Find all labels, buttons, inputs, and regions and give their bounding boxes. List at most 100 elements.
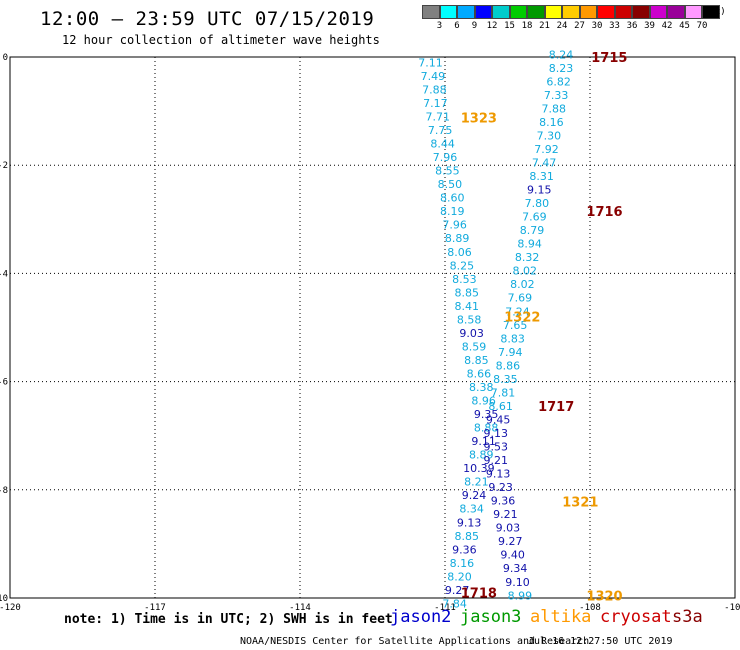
pass-time-label: 1323 bbox=[461, 112, 497, 127]
wave-height-point: 9.24 bbox=[462, 489, 487, 502]
x-tick-label: -114 bbox=[289, 603, 311, 613]
plot-frame bbox=[9, 56, 736, 599]
wave-height-point: 7.92 bbox=[534, 143, 559, 156]
x-tick-label: -117 bbox=[144, 603, 166, 613]
legend-unit: (ft) bbox=[704, 7, 726, 17]
wave-height-point: 8.86 bbox=[496, 359, 521, 372]
wave-height-point: 7.47 bbox=[532, 156, 557, 169]
legend-swatch bbox=[579, 5, 597, 19]
legend-swatch bbox=[632, 5, 650, 19]
wave-height-point: 8.59 bbox=[462, 340, 487, 353]
wave-height-point: 9.13 bbox=[486, 468, 511, 481]
x-tick-label: -108 bbox=[579, 603, 601, 613]
wave-height-point: 7.75 bbox=[428, 124, 453, 137]
wave-height-point: 8.61 bbox=[488, 400, 513, 413]
wave-height-point: 8.85 bbox=[455, 530, 480, 543]
y-tick-label: -10 bbox=[0, 594, 8, 604]
wave-height-point: 7.96 bbox=[442, 219, 467, 232]
wave-height-point: 8.96 bbox=[471, 395, 496, 408]
satellite-label-jason3: jason3 bbox=[460, 607, 522, 627]
legend-swatch bbox=[667, 5, 685, 19]
wave-height-point: 9.21 bbox=[493, 508, 518, 521]
wave-height-point: 8.31 bbox=[529, 170, 554, 183]
wave-height-point: 8.21 bbox=[464, 476, 489, 489]
wave-height-point: 8.89 bbox=[445, 232, 470, 245]
wave-height-point: 9.40 bbox=[500, 549, 525, 562]
wave-height-point: 8.83 bbox=[500, 332, 525, 345]
satellite-label-jason2: jason2 bbox=[390, 607, 452, 627]
satellite-label-cryosat: cryosat bbox=[600, 607, 672, 627]
wave-height-point: 8.24 bbox=[549, 48, 574, 61]
color-legend: 3 6 9 12 15 18 21 24 27 30 33 36 39 42 45 70 (ft) bbox=[422, 5, 726, 33]
legend-tick: 18 bbox=[521, 21, 533, 31]
wave-height-point: 7.49 bbox=[421, 70, 446, 83]
wave-height-point: 7.84 bbox=[442, 597, 467, 610]
wave-height-point: 8.94 bbox=[517, 238, 542, 251]
wave-height-point: 8.23 bbox=[549, 62, 574, 75]
credit-text: NOAA/NESDIS Center for Satellite Applica… bbox=[240, 636, 590, 647]
wave-height-point: 8.06 bbox=[447, 246, 472, 259]
legend-swatch bbox=[649, 5, 667, 19]
wave-height-point: 7.30 bbox=[537, 129, 562, 142]
wave-height-point: 6.82 bbox=[546, 75, 571, 88]
wave-height-point: 8.50 bbox=[438, 178, 463, 191]
wave-height-point: 8.32 bbox=[515, 251, 540, 264]
pass-time-label: 1715 bbox=[591, 51, 627, 66]
wave-height-point: 9.13 bbox=[484, 427, 509, 440]
x-tick-label: -120 bbox=[0, 603, 21, 613]
wave-height-point: 7.94 bbox=[498, 346, 523, 359]
wave-height-point: 8.44 bbox=[430, 138, 455, 151]
wave-height-point: 7.88 bbox=[542, 102, 567, 115]
legend-tick: 6 bbox=[454, 21, 460, 31]
wave-height-point: 8.99 bbox=[508, 589, 533, 602]
wave-height-point: 7.17 bbox=[423, 97, 448, 110]
x-tick-label: -111 bbox=[434, 603, 456, 613]
legend-tick: 21 bbox=[539, 21, 550, 31]
wave-height-point: 7.88 bbox=[422, 83, 447, 96]
wave-height-point: 9.36 bbox=[491, 495, 516, 508]
y-tick-label: 0 bbox=[3, 53, 8, 63]
wave-height-point: 8.89 bbox=[469, 449, 494, 462]
pass-time-label: 1321 bbox=[562, 496, 598, 511]
legend-swatch bbox=[474, 5, 492, 19]
legend-tick: 3 bbox=[436, 21, 443, 31]
wave-height-point: 8.55 bbox=[435, 165, 460, 178]
wave-height-point: 8.79 bbox=[520, 224, 545, 237]
wave-height-point: 9.03 bbox=[496, 522, 521, 535]
timestamp: Jul 16 12:27:50 UTC 2019 bbox=[528, 636, 673, 647]
wave-height-point: 7.71 bbox=[426, 111, 451, 124]
satellite-label-s3a: s3a bbox=[672, 607, 703, 627]
wave-height-point: 9.45 bbox=[486, 413, 511, 426]
legend-swatch bbox=[422, 5, 440, 19]
wave-height-point: 9.21 bbox=[484, 454, 509, 467]
wave-height-point: 8.66 bbox=[467, 367, 492, 380]
legend-tick: 33 bbox=[609, 21, 620, 31]
wave-height-point: 8.53 bbox=[452, 273, 477, 286]
wave-height-point: 8.60 bbox=[440, 192, 465, 205]
wave-height-point: 9.36 bbox=[452, 543, 477, 556]
wave-height-point: 8.41 bbox=[455, 300, 480, 313]
wave-height-point: 8.38 bbox=[469, 381, 494, 394]
wave-height-point: 9.13 bbox=[457, 516, 482, 529]
x-tick-label: -105 bbox=[724, 603, 740, 613]
wave-height-point: 8.58 bbox=[457, 313, 482, 326]
legend-swatch bbox=[439, 5, 457, 19]
legend-tick: 9 bbox=[471, 21, 478, 31]
legend-tick: 36 bbox=[626, 21, 638, 31]
y-tick-label: -6 bbox=[0, 378, 8, 388]
wave-height-point: 8.85 bbox=[455, 286, 480, 299]
legend-swatch bbox=[457, 5, 475, 19]
wave-height-point: 8.02 bbox=[513, 265, 538, 278]
pass-time-label: 1320 bbox=[586, 589, 622, 604]
wave-height-point: 9.27 bbox=[445, 584, 470, 597]
wave-height-point: 7.65 bbox=[503, 319, 528, 332]
wave-height-point: 9.27 bbox=[498, 535, 523, 548]
wave-height-point: 7.69 bbox=[508, 292, 533, 305]
legend-tick: 12 bbox=[486, 21, 498, 31]
wave-height-point: 8.85 bbox=[464, 354, 489, 367]
legend-tick: 30 bbox=[591, 21, 603, 31]
wave-height-point: 7.80 bbox=[525, 197, 550, 210]
legend-swatch bbox=[614, 5, 632, 19]
pass-time-label: 1322 bbox=[504, 311, 540, 326]
